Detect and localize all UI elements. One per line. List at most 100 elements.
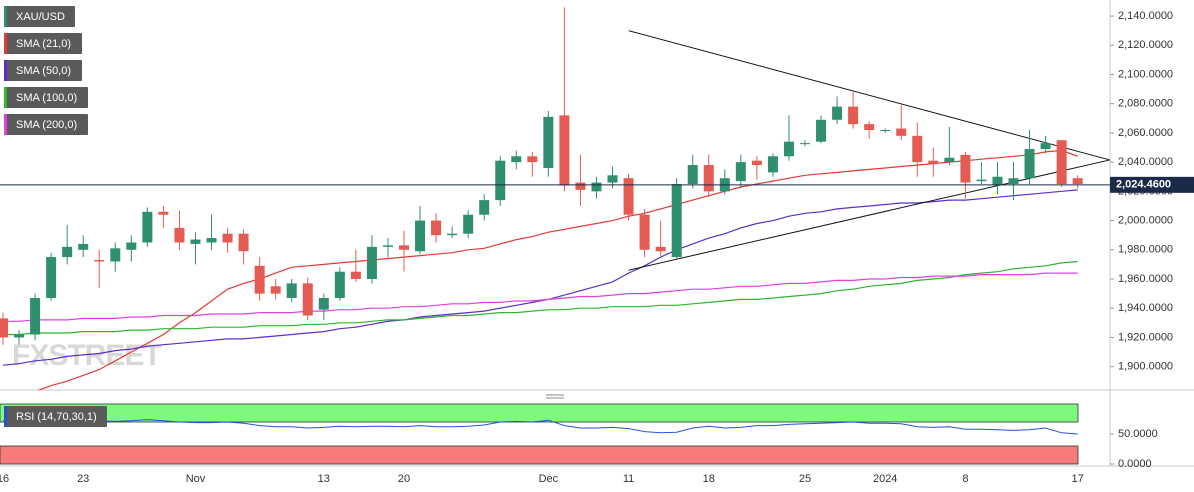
y-tick-label: 2,060.0000 xyxy=(1118,127,1173,139)
legend-swatch xyxy=(4,6,7,27)
candle-body xyxy=(623,178,634,215)
legend-label: SMA (21,0) xyxy=(16,38,71,50)
candle-body xyxy=(190,239,201,244)
rsi-band xyxy=(0,445,1079,465)
candle-body xyxy=(767,156,778,173)
candle-body xyxy=(110,248,121,262)
candle-body xyxy=(46,257,57,298)
price-tag-label: 2,024.4600 xyxy=(1116,179,1171,191)
legend-box[interactable] xyxy=(4,33,82,54)
x-tick-label: 2024 xyxy=(873,473,897,485)
rsi-line xyxy=(2,419,1078,435)
legend-label: RSI (14,70,30,1) xyxy=(16,411,97,423)
legend-label: SMA (200,0) xyxy=(16,119,77,131)
candle-body xyxy=(302,283,313,316)
candle-body xyxy=(559,115,570,186)
candle-body xyxy=(816,119,827,142)
candle-body xyxy=(0,318,8,338)
candle-body xyxy=(14,334,25,338)
candle-body xyxy=(1072,178,1083,185)
price-tag xyxy=(1110,176,1194,193)
sma-line xyxy=(3,260,1078,336)
legend-swatch xyxy=(4,114,7,135)
sma-line xyxy=(3,272,1078,322)
candle-body xyxy=(222,233,233,243)
x-tick-label: 18 xyxy=(703,473,715,485)
main-pane xyxy=(0,7,1110,390)
y-tick-label: 1,980.0000 xyxy=(1118,244,1173,256)
watermark: FXSTREET xyxy=(12,339,161,372)
candle-body xyxy=(1040,143,1051,149)
splitter-icon[interactable] xyxy=(546,394,564,399)
legend-box[interactable] xyxy=(4,60,82,81)
candle-body xyxy=(912,135,923,163)
y-tick-label: 1,920.0000 xyxy=(1118,331,1173,343)
x-tick-label: 25 xyxy=(799,473,811,485)
candle-body xyxy=(944,157,955,163)
candle-body xyxy=(783,141,794,157)
y-tick-label: 50.0000 xyxy=(1118,428,1158,440)
legend-swatch xyxy=(4,406,7,427)
y-tick-label: 2,140.0000 xyxy=(1118,10,1173,22)
candle-body xyxy=(1024,148,1035,179)
candle-body xyxy=(382,245,393,247)
candle-body xyxy=(238,233,249,252)
legend-swatch xyxy=(4,60,7,81)
axes: 1,900.0000 1,920.0000 1,940.0000 1,960.0000… xyxy=(0,10,1194,485)
legend-box[interactable] xyxy=(4,87,88,108)
sma-line xyxy=(37,149,1078,390)
x-tick-label: 17 xyxy=(1072,473,1084,485)
candle-body xyxy=(142,211,153,243)
candle-body xyxy=(543,116,554,168)
y-tick-label: 2,080.0000 xyxy=(1118,98,1173,110)
candle-body xyxy=(158,211,169,215)
candle-body xyxy=(415,220,426,252)
x-tick-label: 11 xyxy=(623,473,634,485)
candle-body xyxy=(687,165,698,185)
candle-body xyxy=(639,214,650,250)
candle-body xyxy=(431,220,442,236)
candle-body xyxy=(960,154,971,183)
candle-body xyxy=(78,243,89,250)
rsi-pane xyxy=(0,403,1079,465)
legend-box[interactable] xyxy=(4,6,75,27)
candle-body xyxy=(800,143,810,145)
candle-body xyxy=(62,246,73,258)
candle-body xyxy=(366,246,377,279)
legend-box[interactable] xyxy=(4,406,107,427)
candle-body xyxy=(591,182,602,192)
candle-body xyxy=(318,297,329,310)
x-tick-label: Nov xyxy=(186,473,206,485)
legend-box[interactable] xyxy=(4,114,88,135)
candle-body xyxy=(174,227,185,243)
candle-body xyxy=(30,297,41,335)
candle-body xyxy=(751,160,762,166)
candle-body xyxy=(350,271,361,279)
candle-body xyxy=(607,175,618,183)
sma-line xyxy=(2,189,1078,366)
candle-body xyxy=(832,106,843,120)
candle-body xyxy=(286,283,297,298)
y-tick-label: 2,040.0000 xyxy=(1118,156,1173,168)
legend: XAU/USD SMA (21,0) SMA (50,0) SMA (100,0) SM… xyxy=(4,6,107,427)
candle-body xyxy=(896,128,907,136)
candle-body xyxy=(463,214,474,234)
candle-body xyxy=(94,260,105,262)
candle-body xyxy=(976,179,987,182)
candle-body xyxy=(270,286,281,294)
x-tick-label: 13 xyxy=(318,473,330,485)
candle-body xyxy=(511,156,522,163)
x-tick-label: Dec xyxy=(539,473,559,485)
candle-body xyxy=(848,106,859,125)
legend-label: XAU/USD xyxy=(16,11,65,23)
candle-body xyxy=(1008,178,1019,185)
candle-body xyxy=(527,156,538,163)
y-tick-label: 1,960.0000 xyxy=(1118,273,1173,285)
candle-body xyxy=(655,246,666,252)
y-tick-label: 2,100.0000 xyxy=(1118,68,1173,80)
legend-label: SMA (100,0) xyxy=(16,92,77,104)
candle-body xyxy=(126,242,137,250)
legend-swatch xyxy=(4,33,7,54)
candle-body xyxy=(735,162,746,182)
